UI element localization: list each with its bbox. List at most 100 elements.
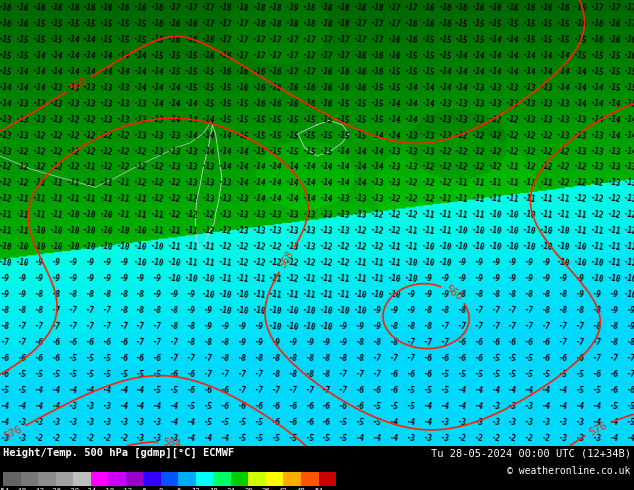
Text: -10: -10 [555,225,571,237]
Text: -16: -16 [251,82,266,93]
Text: -9: -9 [16,290,27,300]
Text: -16: -16 [150,2,165,14]
Text: 24: 24 [226,488,235,490]
Text: -11: -11 [99,194,114,205]
Text: -6: -6 [541,353,552,364]
Text: -6: -6 [355,401,365,411]
Text: -4: -4 [473,401,484,411]
Text: -10: -10 [589,257,604,269]
Text: -3: -3 [524,417,534,427]
Text: -12: -12 [167,194,182,205]
Text: -7: -7 [169,353,179,364]
Text: -12: -12 [82,130,97,141]
Text: -6: -6 [118,353,129,364]
Text: -18: -18 [268,2,283,14]
Text: -15: -15 [589,50,604,61]
Text: -9: -9 [0,290,10,300]
Text: -11: -11 [200,241,216,252]
Text: -3: -3 [169,433,179,443]
Text: -16: -16 [15,2,30,14]
Text: -14: -14 [335,177,351,189]
Text: -14: -14 [386,114,401,125]
Text: -16: -16 [234,66,249,77]
Text: -3: -3 [118,417,129,427]
Text: -11: -11 [471,209,486,220]
Text: -13: -13 [623,162,634,173]
Text: -4: -4 [203,433,213,443]
Text: -10: -10 [234,305,249,316]
Text: -10: -10 [573,241,588,252]
Text: -13: -13 [31,114,46,125]
Text: -12: -12 [403,194,418,205]
Text: -17: -17 [251,34,266,46]
Text: -14: -14 [437,66,452,77]
Text: -10: -10 [538,225,553,237]
Text: -13: -13 [217,209,233,220]
Text: -8: -8 [558,305,568,316]
Text: Height/Temp. 500 hPa [gdmp][°C] ECMWF: Height/Temp. 500 hPa [gdmp][°C] ECMWF [3,448,235,458]
Text: -9: -9 [203,321,213,332]
Text: -15: -15 [234,98,249,109]
Text: -9: -9 [439,290,450,300]
Text: -5: -5 [219,417,230,427]
Text: -12: -12 [437,177,452,189]
Text: -16: -16 [251,98,266,109]
Text: -17: -17 [353,34,368,46]
Text: -9: -9 [422,290,433,300]
Text: -11: -11 [555,194,571,205]
Text: -6: -6 [507,337,517,347]
Text: -10: -10 [437,257,452,269]
Bar [126,472,143,487]
Bar [318,472,336,487]
Text: -6: -6 [254,401,264,411]
Text: -2: -2 [34,433,44,443]
Text: -12: -12 [0,177,13,189]
Text: -12: -12 [522,162,537,173]
Text: -14: -14 [454,50,469,61]
Text: -14: -14 [353,177,368,189]
Bar [143,472,161,487]
Text: -14: -14 [99,66,114,77]
Text: -12: -12 [183,194,198,205]
Text: -8: -8 [406,321,416,332]
Text: -7: -7 [422,337,433,347]
Text: -9: -9 [524,273,534,284]
Text: -13: -13 [505,98,520,109]
Text: -13: -13 [437,98,452,109]
Text: -10: -10 [217,305,233,316]
Text: -7: -7 [101,321,112,332]
Text: -11: -11 [488,194,503,205]
Text: -9: -9 [406,290,416,300]
Text: -14: -14 [471,50,486,61]
Text: 576: 576 [587,420,609,437]
Text: -3: -3 [135,433,146,443]
Text: -13: -13 [437,130,452,141]
Text: -6: -6 [389,369,399,379]
Text: -3: -3 [51,417,61,427]
Text: -5: -5 [16,369,27,379]
Text: -13: -13 [623,177,634,189]
Text: 30: 30 [244,488,253,490]
Text: -17: -17 [234,34,249,46]
Text: -15: -15 [420,34,436,46]
Text: -11: -11 [48,194,63,205]
Text: 560: 560 [443,284,464,303]
Text: -12: -12 [48,130,63,141]
Text: -12: -12 [589,177,604,189]
Text: -6: -6 [456,337,467,347]
Text: -11: -11 [82,177,97,189]
Text: -7: -7 [321,385,332,395]
Text: -4: -4 [51,401,61,411]
Text: -7: -7 [51,321,61,332]
Text: -10: -10 [488,209,503,220]
Text: -5: -5 [152,385,162,395]
Text: -6: -6 [609,369,619,379]
Text: -9: -9 [338,337,349,347]
Text: -13: -13 [48,82,63,93]
Text: -5: -5 [456,369,467,379]
Text: -5: -5 [304,433,314,443]
Text: -6: -6 [152,353,162,364]
Text: -12: -12 [48,162,63,173]
Text: -18: -18 [353,2,368,14]
Text: -15: -15 [302,146,317,157]
